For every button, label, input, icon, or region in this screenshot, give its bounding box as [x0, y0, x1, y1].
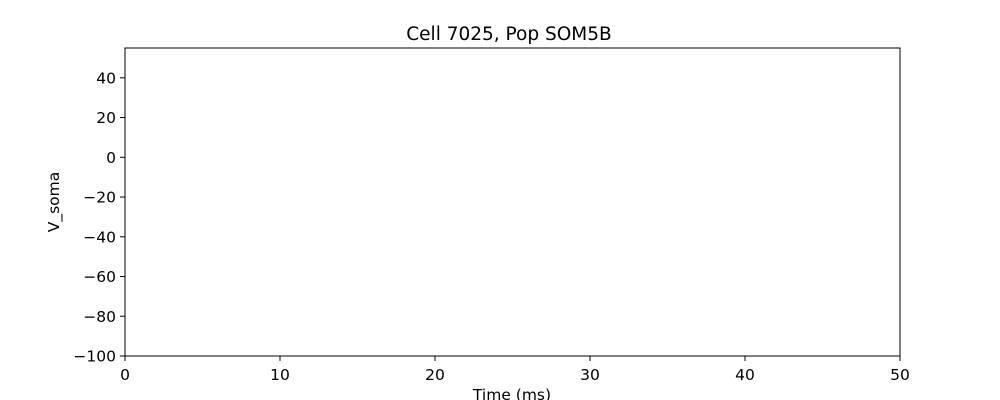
x-tick-label: 40: [735, 366, 755, 384]
y-axis-ticks: −100 −80 −60 −40 −20 0 20 40: [73, 69, 125, 366]
y-tick-label: −20: [83, 189, 116, 207]
x-axis-ticks: 0 10 20 30 40 50: [120, 356, 910, 384]
x-tick-label: 10: [270, 366, 290, 384]
plot-area: [124, 47, 901, 357]
y-tick-label: −60: [83, 268, 116, 286]
y-axis-label: V_soma: [45, 172, 64, 233]
y-tick-label: 0: [106, 149, 116, 167]
chart-title: Cell 7025, Pop SOM5B: [406, 24, 611, 45]
x-tick-label: 30: [580, 366, 600, 384]
x-tick-label: 50: [890, 366, 910, 384]
x-axis-label: Time (ms): [472, 386, 551, 400]
y-tick-label: 40: [96, 69, 116, 87]
y-tick-label: −100: [73, 348, 116, 366]
y-tick-label: −40: [83, 228, 116, 246]
y-tick-label: 20: [96, 109, 116, 127]
x-tick-label: 20: [425, 366, 445, 384]
x-tick-label: 0: [120, 366, 130, 384]
y-tick-label: −80: [83, 308, 116, 326]
